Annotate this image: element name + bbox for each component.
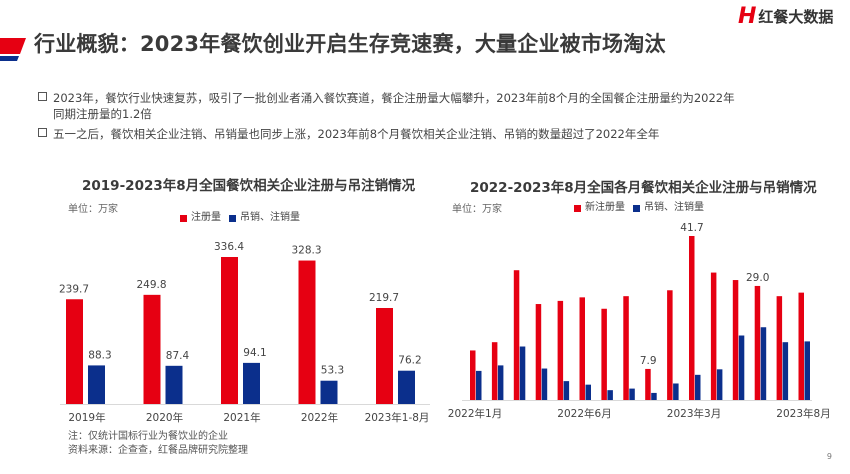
right-chart-unit: 单位：万家 (452, 204, 502, 215)
bar-registrations (221, 257, 238, 404)
left-chart-legend: 注册量 吊销、注销量 (180, 212, 300, 224)
data-label: 249.8 (136, 279, 166, 291)
data-label: 88.3 (88, 349, 111, 361)
bullet-item: 五一之后，餐饮相关企业注销、吊销量也同步上涨，2023年前8个月餐饮相关企业注销… (38, 126, 828, 142)
legend-label: 吊销、注销量 (240, 212, 300, 223)
bar-cancellations (88, 365, 105, 404)
header-flag-icon (0, 38, 26, 61)
data-label: 94.1 (243, 347, 266, 359)
bar-registrations (298, 260, 316, 404)
data-label: 328.3 (291, 245, 321, 257)
legend-swatch-red (574, 204, 581, 212)
x-tick-label: 2019年 (68, 411, 105, 424)
data-label: 87.4 (166, 350, 190, 362)
bar-registrations (376, 307, 393, 404)
note-text: 注：仅统计国标行业为餐饮业的企业 (68, 431, 228, 442)
legend-label: 注册量 (191, 212, 221, 223)
left-chart-title: 2019-2023年8月全国餐饮相关企业注册与吊注销情况 (82, 178, 416, 194)
left-chart-unit: 单位：万家 (68, 204, 118, 215)
bar-cancellations (320, 380, 338, 404)
logo-text: 红餐大数据 (758, 8, 834, 26)
bullet-item: 2023年，餐饮行业快速复苏，吸引了一批创业者涌入餐饮赛道，餐企注册量大幅攀升，… (38, 90, 828, 122)
bar-registrations (66, 299, 83, 404)
legend-swatch-red (180, 214, 187, 222)
bar-cancellations (165, 365, 183, 404)
page-title: 行业概貌：2023年餐饮创业开启生存竞速赛，大量企业被市场淘汰 (34, 32, 666, 56)
data-label: 336.4 (214, 241, 244, 253)
right-chart-title: 2022-2023年8月全国各月餐饮相关企业注册与吊销情况 (470, 180, 817, 196)
x-tick-label: 2021年 (223, 411, 260, 424)
bar-registrations (143, 294, 161, 404)
bar-cancellations (243, 362, 260, 404)
bullet-text-cont: 同期注册量的1.2倍 (53, 107, 152, 121)
bullet-text: 五一之后，餐饮相关企业注销、吊销量也同步上涨，2023年前8个月餐饮相关企业注销… (53, 127, 660, 141)
data-label: 239.7 (59, 283, 89, 295)
legend-label: 新注册量 (585, 202, 625, 213)
brand-logo: H 红餐大数据 (738, 4, 833, 30)
chart-notes: 注：仅统计国标行业为餐饮业的企业 资料来源：企查查，红餐品牌研究院整理 (68, 430, 248, 458)
data-label: 76.2 (398, 355, 421, 367)
source-text: 资料来源：企查查，红餐品牌研究院整理 (68, 445, 248, 456)
x-tick-label: 2020年 (146, 411, 183, 424)
data-label: 219.7 (369, 292, 399, 304)
legend-swatch-blue (229, 214, 236, 222)
legend-swatch-blue (633, 204, 640, 212)
legend-label: 吊销、注销量 (644, 202, 704, 213)
bar-cancellations (398, 370, 415, 404)
bullet-square-icon (38, 128, 47, 137)
bullet-text: 2023年，餐饮行业快速复苏，吸引了一批创业者涌入餐饮赛道，餐企注册量大幅攀升，… (53, 91, 735, 105)
page-number: 9 (826, 452, 832, 461)
right-chart-legend: 新注册量 吊销、注销量 (574, 202, 704, 214)
x-tick-label: 2023年1-8月 (365, 411, 430, 424)
x-tick-label: 2022年 (301, 411, 338, 424)
data-label: 53.3 (321, 365, 344, 377)
logo-mark-icon: H (738, 4, 757, 29)
bullet-square-icon (38, 92, 47, 101)
